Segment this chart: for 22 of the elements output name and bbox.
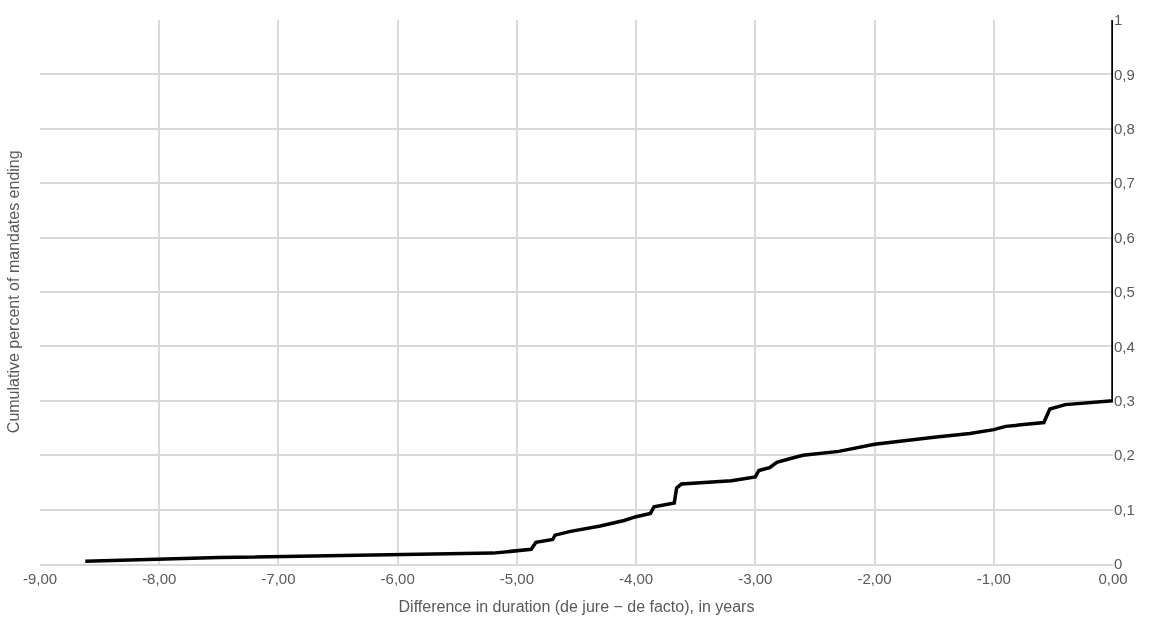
- y-tick-label: 0,2: [1114, 446, 1135, 464]
- x-tick-label: -2,00: [857, 569, 892, 587]
- x-tick-label: -4,00: [619, 569, 654, 587]
- y-tick-label: 0,8: [1114, 120, 1135, 138]
- y-tick-label: 0,7: [1114, 174, 1135, 192]
- y-tick-label: 0,4: [1114, 337, 1135, 355]
- x-tick-label: -5,00: [499, 569, 534, 587]
- y-tick-label: 0,5: [1114, 283, 1135, 301]
- y-tick-label: 0,6: [1114, 228, 1135, 246]
- y-tick-label: 0,9: [1114, 65, 1135, 83]
- line-series: [83, 20, 1113, 564]
- x-tick-label: -7,00: [261, 569, 296, 587]
- x-tick-label: -9,00: [22, 569, 58, 587]
- y-tick-label: 0,1: [1114, 500, 1135, 518]
- x-tick-label: -6,00: [380, 569, 415, 587]
- y-tick-label: 0,3: [1114, 392, 1135, 410]
- x-axis-title: Difference in duration (de jure − de facto), in years: [398, 597, 755, 615]
- x-tick-label: -3,00: [738, 569, 773, 587]
- x-tick-label: -8,00: [142, 569, 177, 587]
- x-tick-label: -1,00: [976, 569, 1011, 587]
- y-tick-label: 1: [1114, 11, 1123, 29]
- y-axis-title: Cumulative percent of mandates ending: [5, 150, 23, 434]
